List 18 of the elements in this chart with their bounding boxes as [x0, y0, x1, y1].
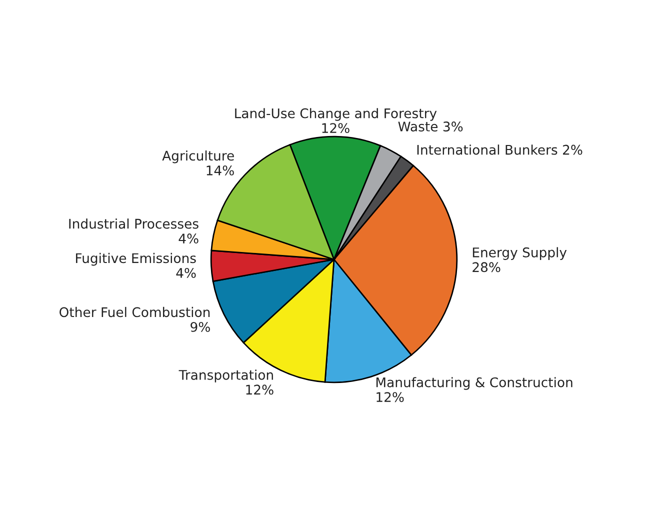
slice-label: Other Fuel Combustion — [60, 306, 210, 318]
slice-label: International Bunkers 2% — [417, 144, 582, 155]
slice-label: Land-Use Change and Forestry — [235, 108, 437, 121]
data-label: 12% — [246, 384, 274, 395]
data-label: 12% — [376, 392, 404, 402]
data-label: 4% — [178, 234, 198, 244]
data-label: 28% — [472, 262, 500, 272]
data-label: 4% — [176, 268, 196, 278]
data-label: 9% — [190, 322, 210, 332]
slice-label: Industrial Processes — [69, 218, 198, 229]
slice-label: Manufacturing & Construction — [376, 377, 572, 390]
slice-label: Agriculture — [162, 150, 234, 164]
data-label: 12% — [322, 123, 350, 134]
slice-label: Energy Supply — [472, 247, 567, 260]
slice-label: Waste 3% — [398, 122, 463, 132]
data-label: 14% — [206, 165, 234, 176]
slice-label: Fugitive Emissions — [76, 252, 196, 266]
slice-label: Transportation — [178, 370, 273, 382]
